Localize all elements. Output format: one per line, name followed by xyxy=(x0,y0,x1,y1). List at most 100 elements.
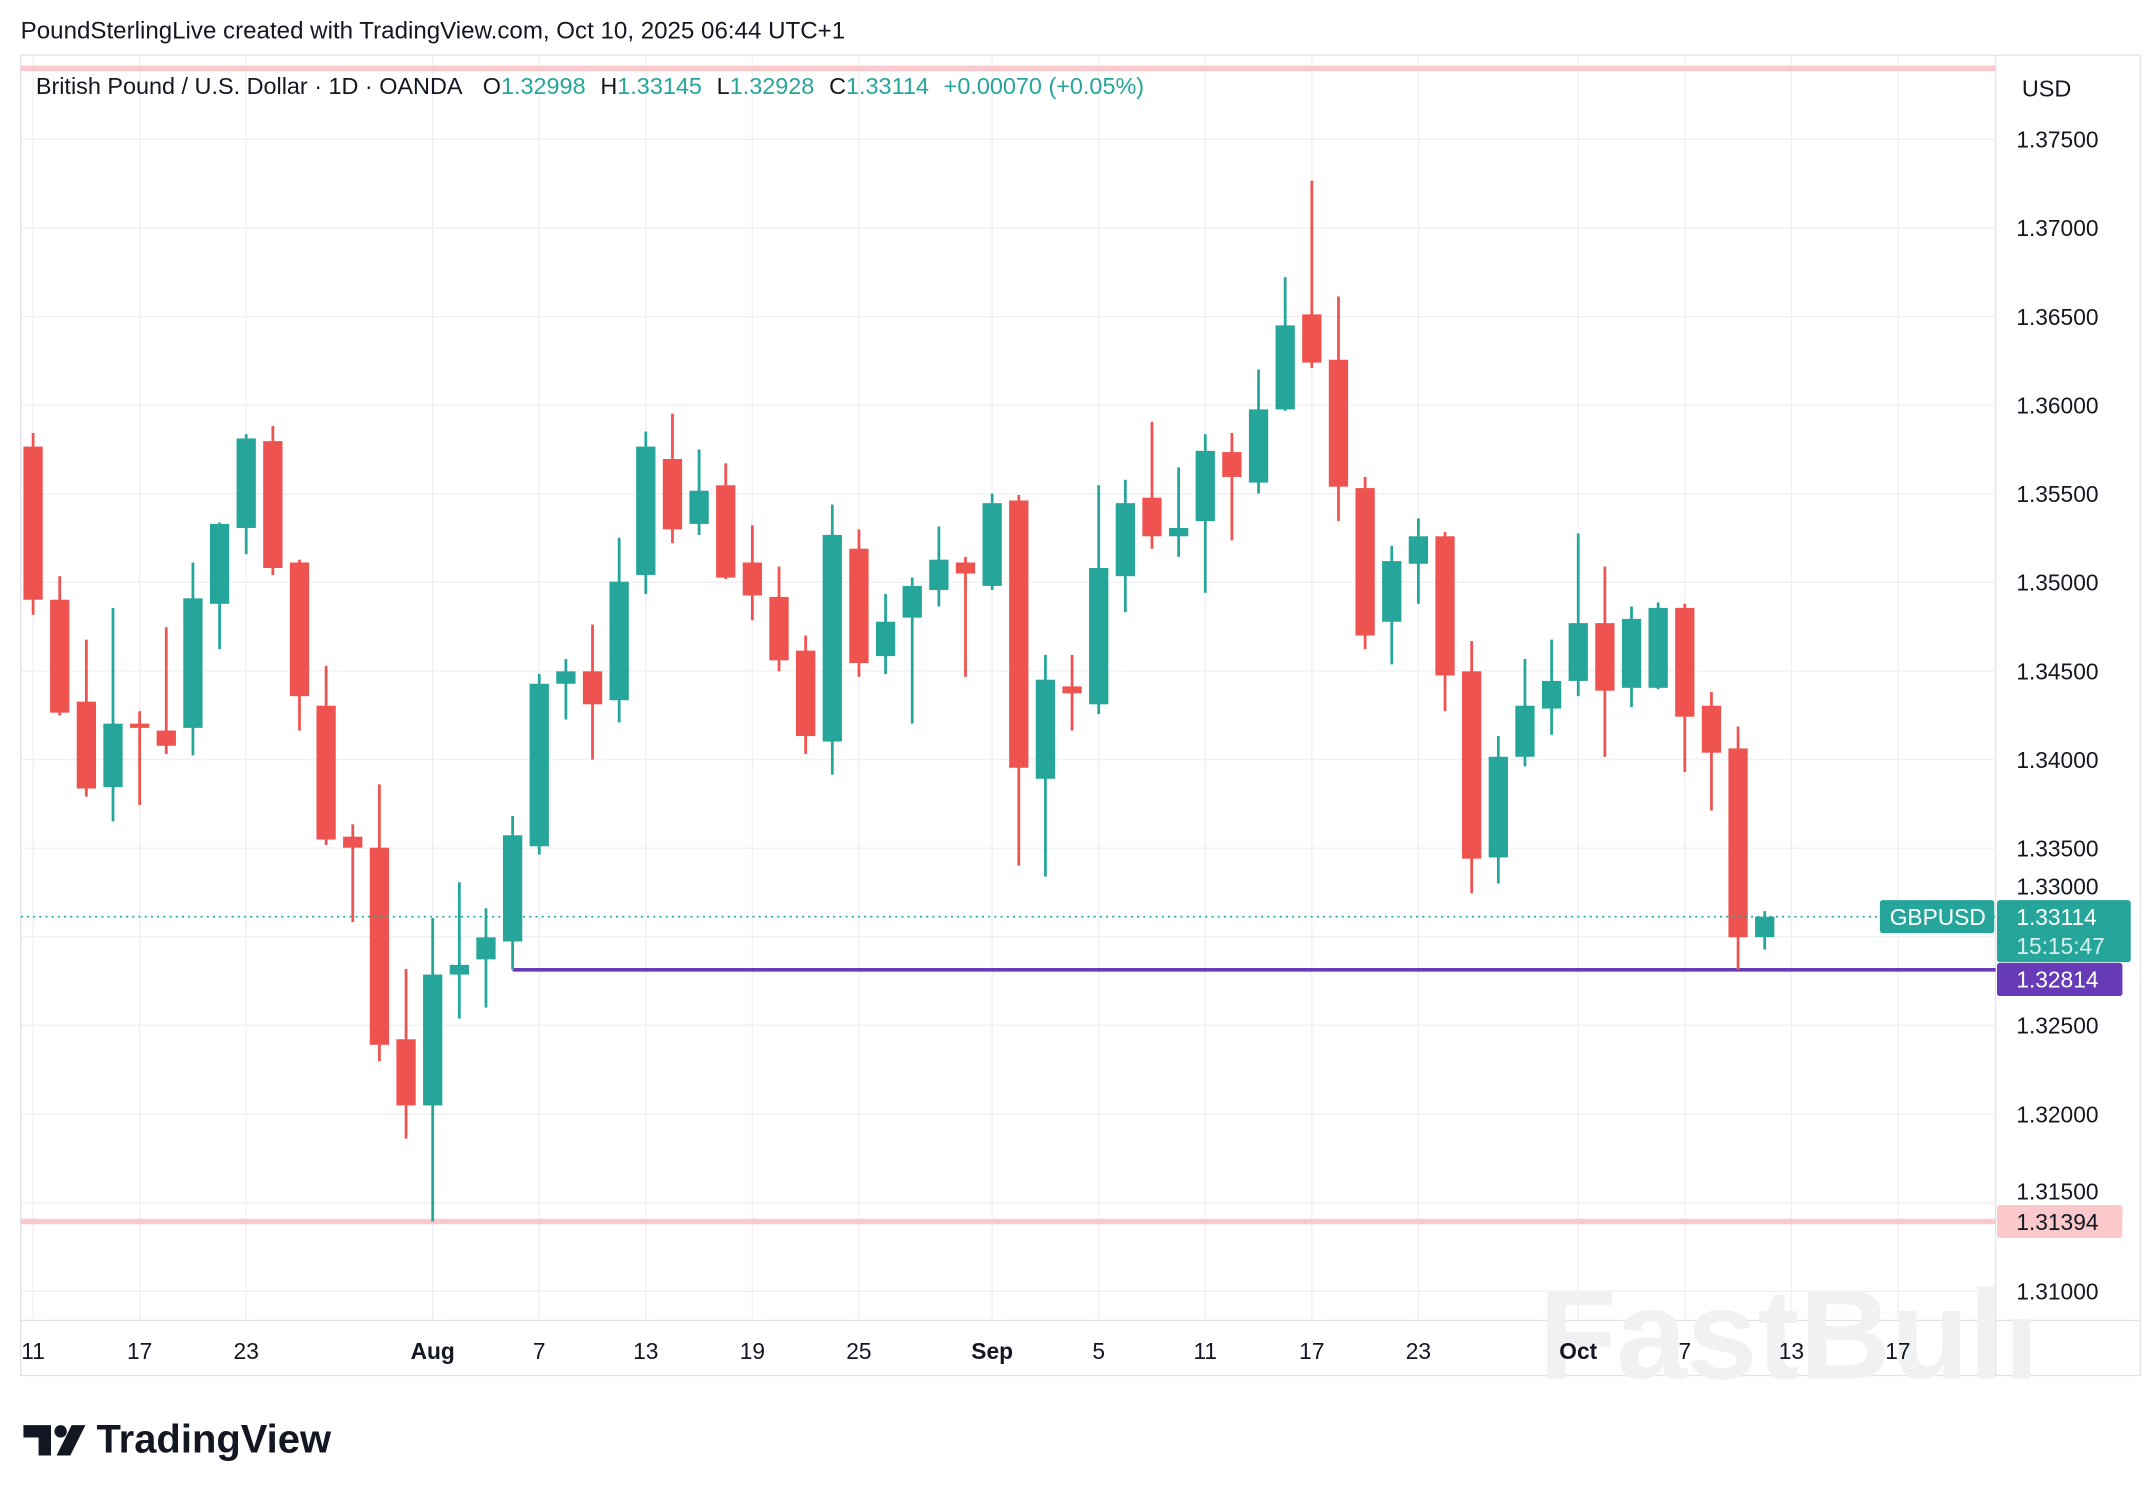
price-tick-label: 1.34000 xyxy=(2016,747,2098,773)
candle-body xyxy=(423,974,443,1106)
symbol-tag: GBPUSD xyxy=(1879,900,1995,934)
candle xyxy=(183,562,203,756)
candle-body xyxy=(582,671,603,705)
candle-wick xyxy=(1576,533,1580,697)
candle-body xyxy=(1222,452,1242,477)
candle xyxy=(1728,726,1748,970)
candle-body xyxy=(529,683,549,847)
candle-body xyxy=(1355,488,1375,636)
symbol-tag-bg xyxy=(1879,900,1995,934)
candle-wick xyxy=(964,556,967,677)
time-axis-ticks[interactable]: 11 17 23 Aug 7 13 19 25 Sep 5 11 17 23 Oct 7 13 17 xyxy=(21,1338,1910,1364)
candle xyxy=(23,432,43,615)
candle xyxy=(1435,532,1455,712)
last-price-text: 1.33114 xyxy=(2016,904,2097,930)
candle xyxy=(1062,654,1082,731)
candle-body xyxy=(316,705,336,840)
candle-body xyxy=(1115,503,1135,577)
candle-body xyxy=(263,441,283,569)
candle-body xyxy=(1035,679,1056,779)
candle xyxy=(1541,639,1562,735)
candle xyxy=(716,463,736,580)
price-axis-ticks: 1.37500 1.37000 1.36500 1.36000 1.35500 1.350… xyxy=(2016,127,2098,1305)
candle-body xyxy=(502,835,523,942)
candle-body xyxy=(449,964,469,975)
candle-body xyxy=(929,559,949,590)
candle-body xyxy=(822,534,842,742)
price-tick-label: 1.33000 xyxy=(2016,874,2098,900)
price-tick-label: 1.33500 xyxy=(2016,835,2098,861)
candle xyxy=(156,627,176,754)
candle xyxy=(849,529,869,677)
price-axis[interactable] xyxy=(1997,56,2139,1320)
candle xyxy=(1675,603,1695,773)
candle xyxy=(1089,485,1109,715)
candle-body xyxy=(396,1039,416,1106)
candle-body xyxy=(1621,618,1642,688)
candle-wick xyxy=(457,882,461,1019)
time-tick-label: Aug xyxy=(411,1338,455,1364)
candle xyxy=(796,635,816,754)
candle-body xyxy=(689,490,709,524)
price-tick-label: 1.35000 xyxy=(2016,570,2098,596)
candle xyxy=(1195,434,1215,593)
candle-body xyxy=(902,585,922,618)
candle-body xyxy=(1701,705,1722,753)
legend-low-value: 1.32928 xyxy=(730,73,815,99)
symbol-tag-text: GBPUSD xyxy=(1890,904,1986,930)
fastbull-watermark: FastBull xyxy=(1539,1263,2039,1405)
candle-body xyxy=(23,446,43,600)
candle xyxy=(423,918,443,1222)
candle-body xyxy=(1435,536,1455,676)
price-tick-label: 1.34500 xyxy=(2016,658,2098,684)
tradingview-logo[interactable]: TradingView xyxy=(23,1418,332,1462)
candle-body xyxy=(1302,314,1322,363)
support-price-text: 1.32814 xyxy=(2016,967,2098,993)
candle-body xyxy=(1515,705,1535,757)
time-tick-label: 5 xyxy=(1092,1338,1105,1364)
candle xyxy=(1355,476,1375,650)
candle-wick xyxy=(138,711,142,805)
candle-body xyxy=(1009,500,1029,768)
legend-close-label: C xyxy=(829,73,846,99)
candle xyxy=(476,908,496,1008)
candles xyxy=(23,180,1775,1222)
header-title: PoundSterlingLive created with TradingVi… xyxy=(21,18,845,45)
candle xyxy=(449,882,469,1019)
candle xyxy=(316,665,336,846)
candle-body xyxy=(343,836,363,848)
candle xyxy=(1568,533,1588,697)
candle xyxy=(209,522,230,650)
candle xyxy=(1701,692,1722,811)
low-price-text: 1.31394 xyxy=(2016,1209,2098,1235)
candle-body xyxy=(1062,686,1082,694)
candle-body xyxy=(1568,623,1588,681)
candle xyxy=(76,639,97,797)
candle xyxy=(263,426,283,575)
currency-button[interactable]: USD xyxy=(2022,76,2071,102)
candle xyxy=(103,607,123,822)
candle-body xyxy=(609,581,629,701)
candle-body xyxy=(1168,527,1189,537)
last-price-label: 1.33114 15:15:47 xyxy=(1997,900,2131,963)
price-tick-label: 1.32000 xyxy=(2016,1101,2098,1127)
candle xyxy=(1595,566,1615,757)
candle xyxy=(1462,641,1482,894)
low-price-bg xyxy=(1997,1204,2123,1239)
time-tick-label: 7 xyxy=(1678,1338,1691,1364)
candle xyxy=(689,449,709,535)
candle-wick xyxy=(111,607,115,822)
candle xyxy=(609,537,629,723)
time-tick-label: Sep xyxy=(971,1338,1013,1364)
candle xyxy=(982,493,1002,590)
candle xyxy=(556,658,576,720)
candle-body xyxy=(1142,497,1162,537)
legend-open-label: O xyxy=(483,73,501,99)
candle-body xyxy=(476,937,496,960)
price-tick-label: 1.36000 xyxy=(2016,392,2098,418)
candle-body xyxy=(1248,409,1269,483)
horizontal-lines[interactable] xyxy=(20,65,1996,1225)
candle-body xyxy=(236,438,256,528)
candle-body xyxy=(716,485,736,578)
time-tick-label: 13 xyxy=(633,1338,658,1364)
